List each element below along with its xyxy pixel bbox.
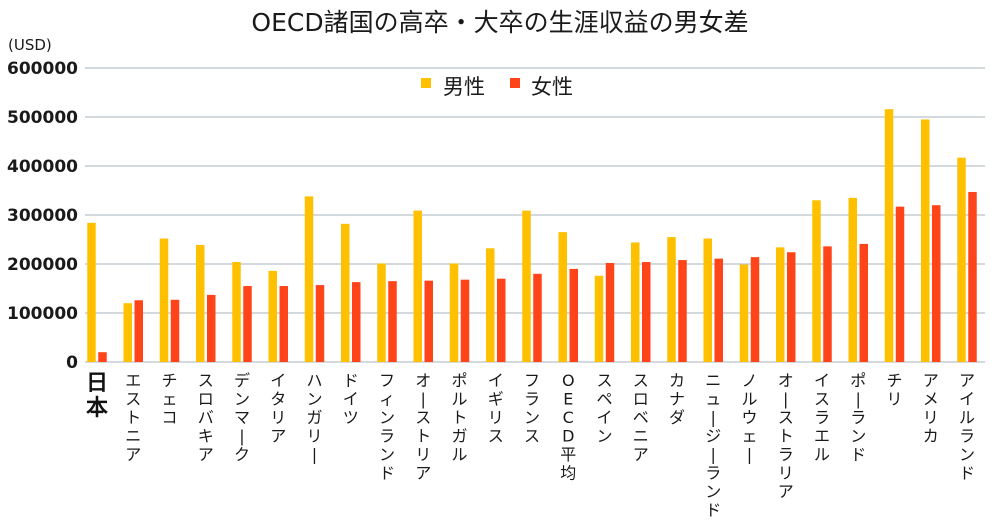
x-tick-label: チェコ <box>161 371 177 427</box>
bar-male <box>87 222 96 362</box>
x-tick-label: ニュ|ジ|ランド <box>705 371 721 520</box>
bar-male <box>812 200 821 362</box>
bar-male <box>341 223 350 362</box>
bar-female <box>460 279 470 362</box>
x-tick-label: オ|ストリア <box>415 371 431 483</box>
y-tick-label: 500000 <box>7 108 78 128</box>
bar-female <box>859 243 868 362</box>
bar-male <box>268 270 277 362</box>
bar-female <box>279 286 288 362</box>
x-tick-label: スロベニア <box>633 371 649 464</box>
bar-male <box>377 263 386 362</box>
bar-male <box>921 119 930 362</box>
bar-female <box>678 260 687 362</box>
y-tick-label: 600000 <box>7 59 78 79</box>
bar-male <box>957 157 966 362</box>
bar-female <box>569 268 578 362</box>
y-tick-label: 400000 <box>7 157 78 177</box>
bar-male <box>413 210 422 362</box>
x-tick-label: フランス <box>524 371 540 446</box>
bar-male <box>884 109 894 362</box>
x-tick-label: スロバキア <box>198 371 214 464</box>
x-tick-label: デンマ|ク <box>234 371 250 464</box>
bar-male <box>594 275 604 362</box>
y-axis-ticks: 0 100000 200000 300000 400000 500000 600000 <box>7 59 78 373</box>
x-tick-label: チリ <box>886 371 902 409</box>
x-tick-label: スペイン <box>596 371 612 446</box>
bar-male <box>776 247 785 362</box>
bars <box>87 109 977 362</box>
chart-title: OECD諸国の高卒・大卒の生涯収益の男女差 <box>251 8 748 37</box>
bar-male <box>703 238 712 362</box>
bar-male <box>304 196 314 362</box>
legend: 男性 女性 <box>421 75 573 99</box>
bar-male <box>159 238 169 362</box>
y-tick-label: 0 <box>66 353 78 373</box>
x-tick-label: イスラエル <box>814 371 830 464</box>
x-tick-label: ポルトガル <box>451 371 467 464</box>
bar-female <box>170 299 180 362</box>
bar-female <box>497 278 506 362</box>
x-axis-labels: 日本 エストニア チェコ スロバキア デンマ|ク イタリア ハンガリ| ドイツ フィンランド オ|… <box>86 371 975 520</box>
x-tick-label: オ|ストラリア <box>778 371 794 501</box>
x-tick-label: O E C D 平均 <box>560 371 576 483</box>
legend-swatch-female <box>510 78 520 88</box>
bar-male <box>667 237 676 362</box>
x-tick-label: ハンガリ| <box>306 371 322 464</box>
bar-female <box>750 257 760 362</box>
legend-label-female: 女性 <box>531 75 573 99</box>
x-tick-label: ドイツ <box>343 371 359 427</box>
bar-female <box>714 258 723 362</box>
bar-female <box>388 281 397 362</box>
y-tick-label: 100000 <box>7 304 78 324</box>
bar-female <box>134 300 143 362</box>
bar-female <box>243 286 252 362</box>
bar-male <box>232 262 241 362</box>
bar-female <box>895 206 905 362</box>
bar-female <box>352 282 361 362</box>
bar-female <box>787 252 796 362</box>
x-tick-label: ポ|ランド <box>850 371 866 464</box>
x-tick-label: カナダ <box>669 371 685 427</box>
bar-male <box>558 232 567 362</box>
legend-swatch-male <box>421 78 431 88</box>
x-tick-label: フィンランド <box>379 371 395 483</box>
bar-male <box>848 197 857 362</box>
bar-female <box>823 246 832 362</box>
y-tick-label: 200000 <box>7 255 78 275</box>
y-axis-unit-label: (USD) <box>8 36 52 54</box>
x-tick-label: イタリア <box>270 371 286 446</box>
bar-female <box>98 352 107 362</box>
bar-female <box>315 285 325 362</box>
bar-female <box>642 262 651 362</box>
bar-male <box>739 264 749 362</box>
x-tick-label: エストニア <box>125 371 141 464</box>
bar-female <box>605 263 615 362</box>
bar-male <box>123 303 132 362</box>
x-tick-label: イギリス <box>488 371 504 446</box>
bar-male <box>449 263 459 362</box>
bar-male <box>522 210 531 362</box>
bar-female <box>968 191 977 362</box>
bar-female <box>207 294 216 362</box>
bar-female <box>533 273 542 362</box>
x-tick-label: 日本 <box>86 371 108 421</box>
x-tick-label: アメリカ <box>923 371 939 446</box>
bar-male <box>486 248 495 362</box>
x-tick-label: ノルウェ| <box>741 371 757 464</box>
bar-male <box>631 242 640 362</box>
bar-female <box>424 280 433 362</box>
y-tick-label: 300000 <box>7 206 78 226</box>
x-tick-label: アイルランド <box>959 371 975 483</box>
bar-male <box>196 244 205 362</box>
bar-female <box>932 205 941 362</box>
legend-label-male: 男性 <box>443 75 485 99</box>
